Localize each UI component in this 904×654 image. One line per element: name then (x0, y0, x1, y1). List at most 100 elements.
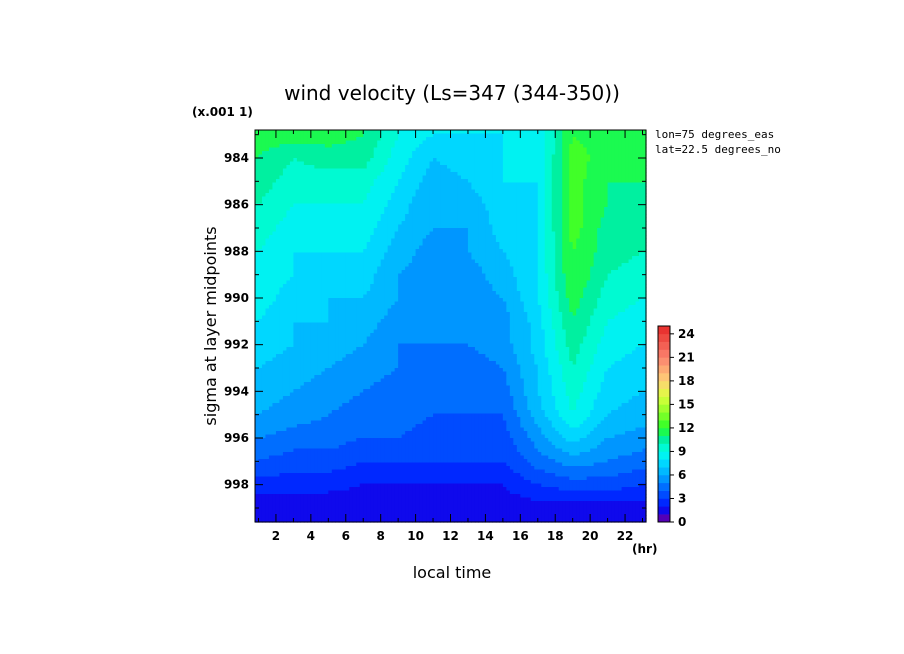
contour-cell (415, 221, 420, 226)
contour-cell (373, 189, 378, 194)
contour-cell (349, 252, 354, 257)
contour-cell (436, 210, 441, 215)
contour-cell (618, 158, 623, 163)
contour-cell (419, 242, 424, 247)
contour-cell (471, 207, 476, 212)
contour-cell (387, 228, 392, 233)
contour-cell (460, 182, 466, 187)
contour-cell (590, 266, 595, 271)
contour-cell (359, 200, 364, 205)
contour-cell (255, 270, 260, 275)
contour-cell (335, 207, 340, 212)
contour-cell (576, 133, 581, 138)
contour-cell (604, 140, 609, 145)
contour-cell (628, 263, 633, 268)
contour-cell (345, 203, 350, 208)
contour-cell (314, 263, 319, 268)
contour-cell (527, 280, 532, 285)
contour-cell (328, 154, 333, 159)
contour-cell (621, 200, 626, 205)
contour-cell (440, 224, 445, 229)
contour-cell (373, 266, 378, 271)
contour-cell (384, 172, 389, 177)
contour-cell (282, 252, 288, 257)
contour-cell (377, 179, 382, 184)
contour-cell (384, 242, 389, 247)
contour-cell (464, 263, 469, 268)
contour-cell (363, 210, 368, 215)
contour-cell (513, 189, 518, 194)
contour-cell (502, 242, 507, 247)
contour-cell (310, 161, 315, 166)
contour-cell (265, 224, 270, 229)
contour-cell (534, 147, 539, 152)
contour-cell (611, 277, 616, 282)
contour-cell (618, 224, 623, 229)
contour-cell (572, 154, 577, 159)
contour-cell (562, 151, 567, 156)
contour-cell (265, 179, 270, 184)
contour-cell (265, 151, 270, 156)
contour-cell (342, 252, 347, 257)
contour-cell (433, 140, 438, 145)
contour-cell (296, 151, 301, 156)
contour-cell (384, 221, 389, 226)
contour-cell (338, 144, 343, 149)
contour-cell (548, 270, 553, 275)
contour-cell (625, 179, 630, 184)
contour-cell (356, 252, 361, 257)
contour-cell (275, 151, 281, 156)
contour-cell (373, 161, 378, 166)
contour-cell (282, 277, 288, 282)
contour-cell (509, 189, 514, 194)
contour-cell (324, 147, 329, 152)
contour-cell (614, 224, 619, 229)
contour-cell (502, 238, 507, 243)
contour-cell (307, 277, 312, 282)
contour-cell (460, 203, 466, 208)
contour-cell (380, 158, 385, 163)
contour-cell (502, 203, 507, 208)
contour-cell (579, 175, 584, 180)
contour-cell (453, 196, 459, 201)
contour-cell (279, 168, 284, 173)
contour-cell (352, 249, 357, 254)
contour-cell (607, 210, 612, 215)
contour-cell (516, 224, 521, 229)
contour-cell (282, 182, 288, 187)
contour-cell (485, 210, 490, 215)
contour-cell (429, 224, 434, 229)
contour-cell (429, 238, 434, 243)
contour-cell (328, 144, 333, 149)
contour-cell (447, 263, 452, 268)
contour-cell (314, 186, 319, 191)
contour-cell (380, 144, 385, 149)
contour-cell (324, 252, 329, 257)
contour-cell (310, 182, 315, 187)
contour-cell (293, 137, 298, 142)
contour-cell (258, 273, 263, 278)
contour-cell (289, 252, 294, 257)
contour-cell (310, 144, 315, 149)
contour-cell (296, 200, 301, 205)
contour-cell (509, 161, 514, 166)
contour-cell (569, 172, 574, 177)
contour-cell (272, 242, 277, 247)
contour-cell (300, 273, 305, 278)
contour-cell (527, 224, 532, 229)
contour-cell (307, 151, 312, 156)
contour-cell (583, 221, 588, 226)
contour-cell (286, 207, 291, 212)
contour-cell (303, 161, 308, 166)
contour-cell (628, 133, 633, 138)
contour-cell (412, 224, 417, 229)
contour-cell (415, 228, 420, 233)
contour-cell (286, 273, 291, 278)
contour-cell (621, 151, 626, 156)
contour-cell (614, 147, 619, 152)
contour-cell (632, 168, 637, 173)
contour-cell (286, 200, 291, 205)
contour-cell (384, 207, 389, 212)
contour-cell (433, 221, 438, 226)
contour-cell (614, 196, 619, 201)
